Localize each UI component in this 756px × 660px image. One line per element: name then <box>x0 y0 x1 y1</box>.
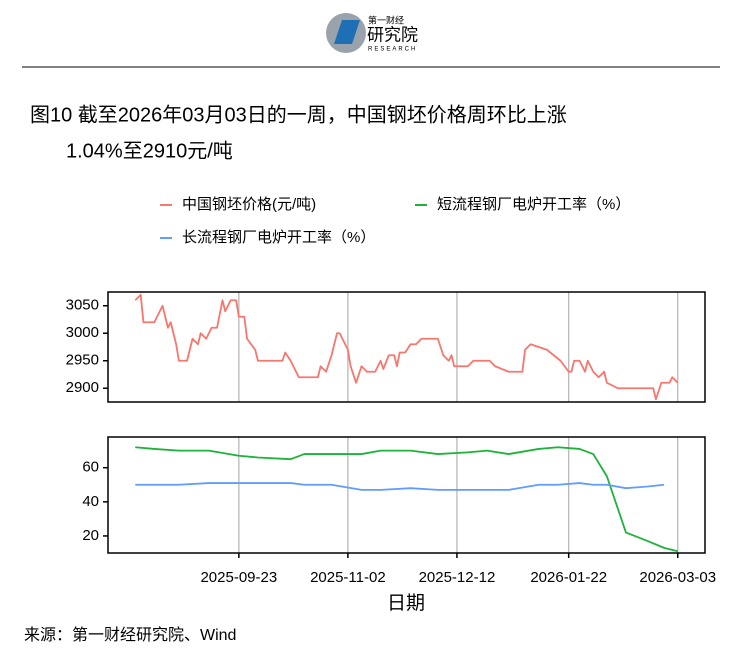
series-line <box>135 482 665 491</box>
x-axis-label: 日期 <box>387 592 425 614</box>
y-tick-label: 2900 <box>66 379 99 396</box>
logo: 第一财经 研究院 RESEARCH <box>326 13 418 53</box>
caption: 图10 截至2026年03月03日的一周，中国钢坯价格周环比上涨 <box>30 103 567 126</box>
plot-frame <box>107 291 706 403</box>
y-tick-label: 2950 <box>66 352 99 369</box>
series-line <box>134 293 679 401</box>
legend-label: 中国钢坯价格(元/吨) <box>182 196 316 213</box>
source: 来源：第一财经研究院、Wind <box>24 626 236 644</box>
logo-mark <box>334 20 360 44</box>
legend-label: 短流程钢厂电炉开工率（%） <box>437 196 630 213</box>
y-tick-label: 40 <box>82 493 99 510</box>
y-tick-label: 3000 <box>66 324 99 341</box>
logo-sub: RESEARCH <box>368 47 417 53</box>
caption: 1.04%至2910元/吨 <box>66 139 233 162</box>
y-tick-label: 20 <box>82 527 99 544</box>
x-tick-label: 2025-09-23 <box>200 569 277 586</box>
logo-brand: 第一财经 <box>368 14 404 25</box>
x-tick-label: 2026-01-22 <box>530 569 607 586</box>
plot-frame <box>107 436 706 554</box>
x-tick-label: 2025-11-02 <box>310 569 386 586</box>
series-line <box>135 446 678 553</box>
x-tick-label: 2025-12-12 <box>419 569 496 586</box>
x-tick-label: 2026-03-03 <box>639 569 716 586</box>
y-tick-label: 60 <box>82 459 99 476</box>
logo-name: 研究院 <box>367 25 418 44</box>
y-tick-label: 3050 <box>66 297 99 314</box>
legend-label: 长流程钢厂电炉开工率（%） <box>182 229 375 246</box>
